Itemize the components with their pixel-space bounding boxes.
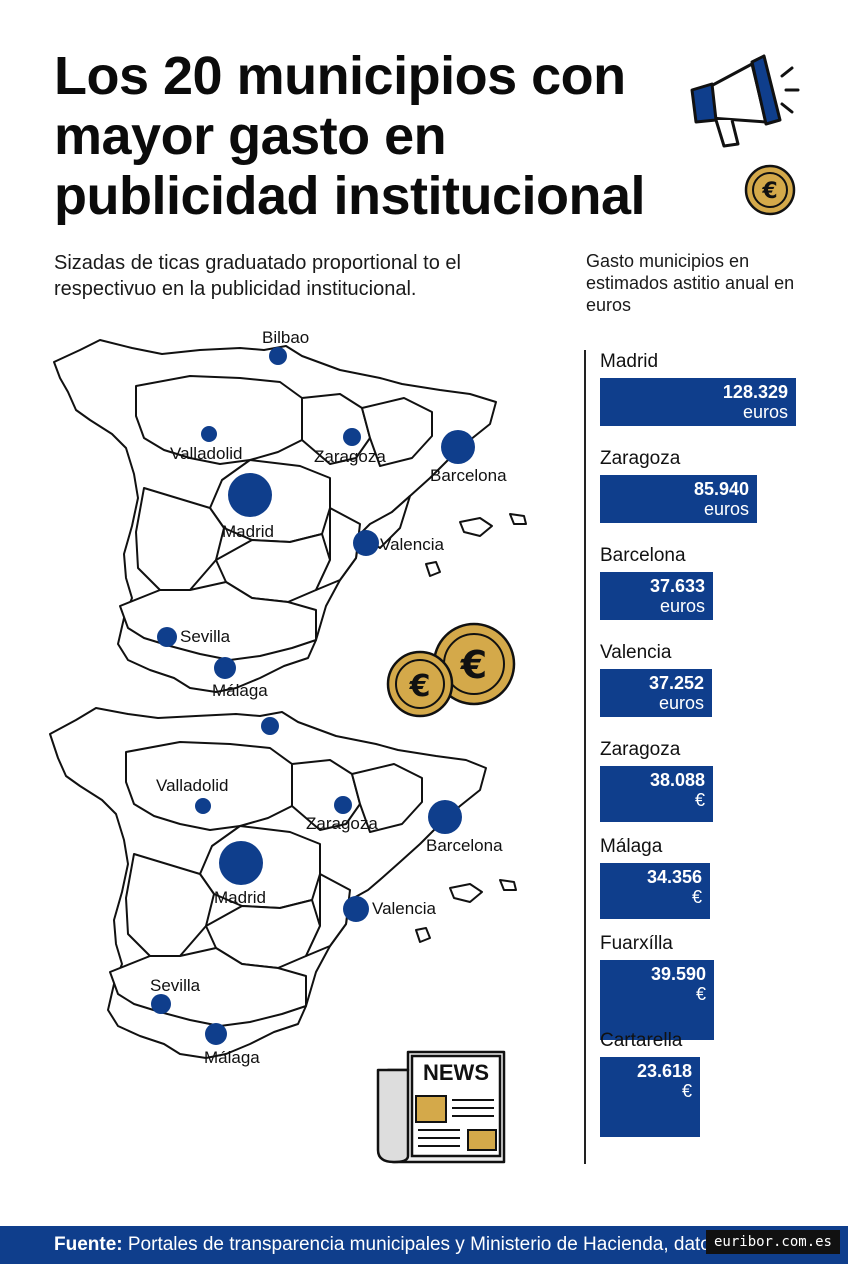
city-bubbles-bottom	[151, 717, 462, 1045]
bar-value-label: 23.618	[636, 1061, 692, 1081]
bar: 128.329 euros	[600, 378, 796, 426]
bar-item: Fuarxílla 39.590 €	[600, 932, 810, 1040]
city-dot-bilbao	[261, 717, 279, 735]
spain-map-outline	[53, 339, 527, 693]
city-dot-barcelona	[441, 430, 475, 464]
bar-value-label: 128.329	[722, 382, 788, 402]
bar-unit-label: €	[681, 1081, 692, 1101]
city-dot-barcelona	[428, 800, 462, 834]
bar-item: Barcelona 37.633 euros	[600, 544, 810, 620]
bar-chart: Madrid 128.329 euros Zaragoza 85.940 euros Bar…	[584, 350, 814, 1164]
city-dot-malaga	[214, 657, 236, 679]
city-label: Valladolid	[156, 776, 229, 795]
city-dot-valladolid	[201, 426, 217, 442]
bar-unit-label: €	[691, 887, 702, 907]
bar-category-label: Fuarxílla	[600, 933, 673, 954]
city-label: Sevilla	[150, 976, 201, 995]
bar-category-label: Cartarella	[600, 1030, 683, 1051]
bar-unit-label: €	[695, 984, 706, 1004]
city-dot-valladolid	[195, 798, 211, 814]
bar-category-label: Madrid	[600, 351, 659, 372]
city-dot-zaragoza	[334, 796, 352, 814]
bar-category-label: Zaragoza	[600, 448, 681, 469]
bar-category-label: Zaragoza	[600, 739, 681, 760]
source-label: Fuente:	[54, 1234, 123, 1255]
city-label: Málaga	[212, 681, 268, 700]
city-dot-bilbao	[269, 347, 287, 365]
bar-item: Zaragoza 38.088 €	[600, 738, 810, 822]
city-label: Valencia	[372, 899, 436, 918]
watermark: euribor.com.es	[705, 1230, 840, 1254]
city-dot-sevilla	[151, 994, 171, 1014]
bar-item: Málaga 34.356 €	[600, 835, 810, 919]
spain-map-bottom: Valladolid Zaragoza Barcelona Madrid Val…	[40, 696, 540, 1076]
bar: 37.633 euros	[600, 572, 713, 620]
city-dot-valencia	[353, 530, 379, 556]
source-text: Portales de transparencia municipales y …	[122, 1234, 768, 1255]
bar-unit-label: euros	[742, 402, 788, 422]
bar-category-label: Valencia	[600, 642, 672, 663]
bar-value-label: 39.590	[650, 964, 706, 984]
chart-caption: Gasto municipios en estimados astitio an…	[586, 251, 795, 315]
city-dot-zaragoza	[343, 428, 361, 446]
bar: 23.618 €	[600, 1057, 700, 1137]
city-dot-madrid	[228, 473, 272, 517]
bar: 39.590 €	[600, 960, 714, 1040]
city-label: Valencia	[380, 535, 444, 554]
euro-coins-icon: € €	[386, 622, 516, 718]
city-label: Zaragoza	[306, 814, 378, 833]
bar: 34.356 €	[600, 863, 710, 919]
city-label: Madrid	[222, 522, 274, 541]
page-subtitle: Sizadas de ticas graduatado proportional…	[54, 252, 461, 300]
bar: 85.940 euros	[600, 475, 757, 523]
svg-text:€: €	[761, 179, 777, 204]
svg-text:€: €	[460, 643, 487, 687]
city-dot-sevilla	[157, 627, 177, 647]
source-footer: Fuente: Portales de transparencia munici…	[0, 1226, 848, 1264]
news-label: NEWS	[423, 1060, 489, 1085]
bar-item: Valencia 37.252 euros	[600, 641, 810, 717]
euro-coin-icon: €	[744, 164, 796, 216]
bar: 38.088 €	[600, 766, 713, 822]
city-dot-valencia	[343, 896, 369, 922]
bar-value-label: 38.088	[649, 770, 705, 790]
spain-map-top: Bilbao Valladolid Zaragoza Barcelona Mad…	[40, 328, 540, 708]
bar-unit-label: euros	[703, 499, 749, 519]
city-label: Zaragoza	[314, 447, 386, 466]
bar-unit-label: euros	[659, 596, 705, 616]
bar-unit-label: euros	[658, 693, 704, 713]
bar-value-label: 85.940	[693, 479, 749, 499]
newspaper-icon: NEWS	[376, 1050, 506, 1164]
bar-item: Cartarella 23.618 €	[600, 1029, 810, 1137]
bar-value-label: 37.252	[648, 673, 704, 693]
city-label: Málaga	[204, 1048, 260, 1067]
bar-category-label: Málaga	[600, 836, 663, 857]
megaphone-icon	[690, 54, 800, 148]
page-title: Los 20 municipios con mayor gasto en pub…	[54, 46, 646, 226]
bar-unit-label: €	[694, 790, 705, 810]
city-bubbles-top	[157, 347, 475, 679]
bar-category-label: Barcelona	[600, 545, 686, 566]
bar-item: Madrid 128.329 euros	[600, 350, 810, 426]
city-label: Barcelona	[426, 836, 503, 855]
bar: 37.252 euros	[600, 669, 712, 717]
bar-item: Zaragoza 85.940 euros	[600, 447, 810, 523]
city-dot-malaga	[205, 1023, 227, 1045]
city-label: Madrid	[214, 888, 266, 907]
city-label: Barcelona	[430, 466, 507, 485]
city-dot-madrid	[219, 841, 263, 885]
bar-value-label: 34.356	[646, 867, 702, 887]
spain-map-outline	[49, 707, 517, 1059]
bar-value-label: 37.633	[649, 576, 705, 596]
city-label: Sevilla	[180, 627, 231, 646]
city-label: Bilbao	[262, 328, 310, 347]
city-label: Valladolid	[170, 444, 243, 463]
svg-text:€: €	[409, 669, 431, 704]
